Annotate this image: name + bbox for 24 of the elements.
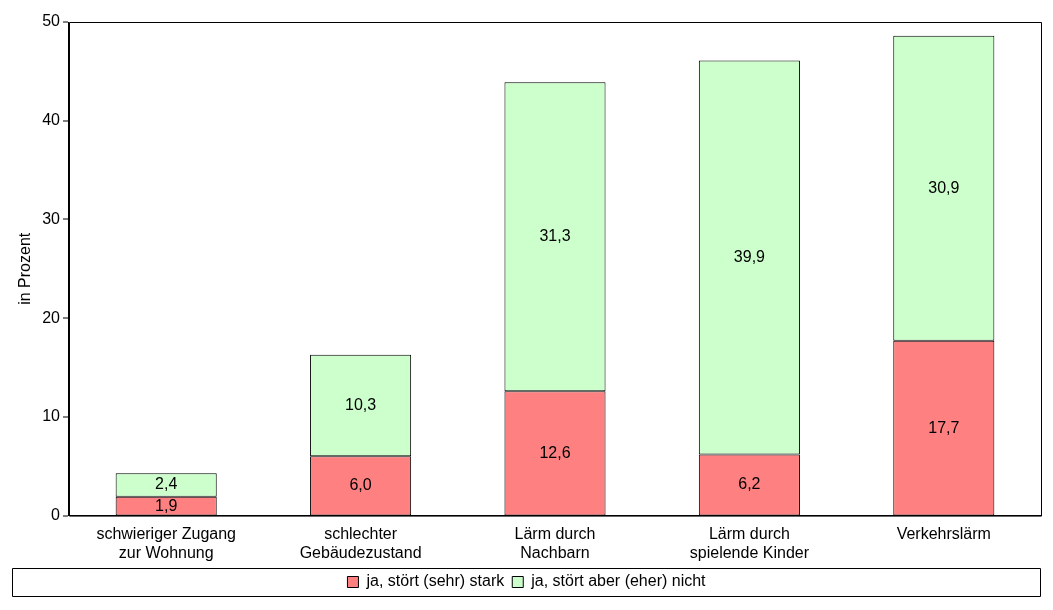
x-tick-label: schlechter Gebäudezustand	[299, 524, 422, 561]
data-label: 12,6	[539, 443, 571, 461]
y-tick-label: 50	[42, 12, 61, 30]
data-label: 10,3	[345, 395, 377, 413]
data-label: 17,7	[928, 418, 960, 436]
data-label: 1,9	[155, 496, 178, 514]
y-tick-label: 10	[42, 407, 61, 425]
data-label: 30,9	[928, 178, 960, 196]
x-tick-label: Verkehrslärm	[896, 524, 991, 542]
data-label: 2,4	[155, 475, 178, 493]
x-tick-label: Lärm durch spielende Kinder	[689, 524, 810, 561]
y-tick-label: 30	[42, 209, 61, 227]
x-tick-label: schwieriger Zugang zur Wohnung	[96, 524, 237, 561]
data-label: 39,9	[733, 247, 766, 265]
x-tick-label: Lärm durch Nachbarn	[514, 524, 596, 561]
data-label: 6,0	[349, 476, 372, 494]
data-label: 31,3	[539, 227, 571, 245]
y-tick-label: 0	[51, 506, 61, 524]
y-tick-label: 40	[42, 111, 61, 129]
data-label: 6,2	[738, 475, 761, 493]
y-axis-title: in Prozent	[16, 232, 34, 305]
legend-label: ja, stört aber (eher) nicht	[530, 572, 707, 590]
y-tick-label: 20	[42, 308, 61, 326]
legend-label: ja, stört (sehr) stark	[365, 572, 506, 590]
